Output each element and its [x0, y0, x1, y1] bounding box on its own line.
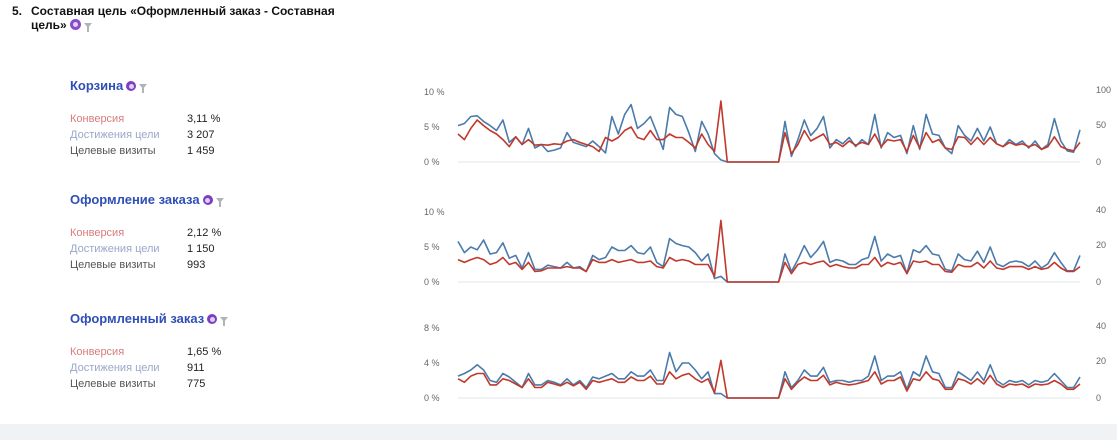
heading-title: Составная цель «Оформленный заказ - Сост…: [31, 4, 335, 32]
metric-value: 1 459: [187, 145, 215, 157]
metric-achievements: Достижения цели 911: [70, 360, 370, 376]
left-axis-tick-label: 10 %: [424, 87, 445, 97]
conversion-series-line[interactable]: [457, 359, 1081, 399]
metric-visits: Целевые визиты 993: [70, 257, 370, 273]
goal-title[interactable]: Оформление заказа: [70, 192, 200, 207]
right-axis-tick-label: 40: [1096, 205, 1106, 215]
goal-title-wrap: Оформление заказа: [70, 191, 370, 209]
metric-label: Достижения цели: [70, 129, 160, 141]
heading-title-wrap: Составная цель «Оформленный заказ - Сост…: [31, 4, 361, 32]
goal-title-wrap: Корзина: [70, 77, 370, 95]
goal-chart-checkout[interactable]: 10 % 5 % 0 % 40 20 0: [420, 205, 1110, 288]
goal-metrics: Конверсия 2,12 % Достижения цели 1 150 Цел…: [70, 225, 370, 273]
metric-value: 775: [187, 378, 206, 390]
metric-label: Целевые визиты: [70, 145, 156, 157]
metric-label: Целевые визиты: [70, 259, 156, 271]
left-axis-tick-label: 8 %: [424, 323, 440, 333]
left-axis-tick-label: 0 %: [424, 277, 440, 287]
metric-value: 993: [187, 259, 206, 271]
metric-visits: Целевые визиты 775: [70, 376, 370, 392]
report-heading: 5. Составная цель «Оформленный заказ - С…: [12, 4, 361, 32]
left-axis-tick-label: 10 %: [424, 207, 445, 217]
metric-value: 3 207: [187, 129, 215, 141]
metric-value: 1 150: [187, 243, 215, 255]
page-footer-band: [0, 424, 1117, 440]
metric-label: Конверсия: [70, 227, 125, 239]
left-axis-tick-label: 5 %: [424, 242, 440, 252]
metric-value: 911: [187, 362, 205, 374]
metric-value: 3,11 %: [187, 113, 221, 125]
left-axis-tick-label: 4 %: [424, 358, 440, 368]
metric-conversion: Конверсия 3,11 %: [70, 111, 370, 127]
right-axis-tick-label: 0: [1096, 277, 1101, 287]
right-axis-tick-label: 40: [1096, 321, 1106, 331]
metric-value: 2,12 %: [187, 227, 222, 239]
metric-label: Конверсия: [70, 113, 125, 125]
metric-conversion: Конверсия 1,65 %: [70, 344, 370, 360]
achievements-series-line[interactable]: [457, 351, 1081, 399]
goal-chart-order-placed[interactable]: 8 % 4 % 0 % 40 20 0: [420, 321, 1110, 404]
metric-label: Целевые визиты: [70, 378, 156, 390]
filter-icon[interactable]: [139, 84, 148, 93]
right-axis-tick-label: 100: [1096, 85, 1111, 95]
metric-achievements: Достижения цели 3 207: [70, 127, 370, 143]
goal-title-wrap: Оформленный заказ: [70, 310, 370, 328]
right-axis-tick-label: 20: [1096, 240, 1106, 250]
conversion-series-line[interactable]: [457, 100, 1081, 163]
metric-achievements: Достижения цели 1 150: [70, 241, 370, 257]
goal-block-checkout: Оформление заказа Конверсия 2,12 % Достиж…: [70, 191, 370, 273]
left-axis-tick-label: 0 %: [424, 157, 440, 167]
goal-report-panel: 5. Составная цель «Оформленный заказ - С…: [0, 0, 1117, 424]
metric-label: Достижения цели: [70, 243, 160, 255]
filter-icon[interactable]: [220, 317, 229, 326]
conversion-series-line[interactable]: [457, 219, 1081, 283]
right-axis-tick-label: 0: [1096, 393, 1101, 403]
filter-icon[interactable]: [83, 23, 92, 32]
achievements-series-line[interactable]: [457, 235, 1081, 283]
composite-goal-icon[interactable]: [69, 19, 81, 30]
goal-type-icon[interactable]: [202, 195, 213, 205]
goal-type-icon[interactable]: [207, 314, 218, 324]
left-axis-tick-label: 5 %: [424, 122, 440, 132]
goal-title[interactable]: Корзина: [70, 78, 124, 93]
goal-chart-cart[interactable]: 10 % 5 % 0 % 100 50 0: [420, 85, 1111, 168]
left-axis-tick-label: 0 %: [424, 393, 440, 403]
metric-label: Конверсия: [70, 346, 125, 358]
filter-icon[interactable]: [215, 198, 224, 207]
goal-title[interactable]: Оформленный заказ: [70, 311, 205, 326]
goal-block-cart: Корзина Конверсия 3,11 % Достижения цели 3…: [70, 77, 370, 159]
goal-block-order-placed: Оформленный заказ Конверсия 1,65 % Достиж…: [70, 310, 370, 392]
heading-number: 5.: [12, 4, 23, 18]
goal-type-icon[interactable]: [126, 81, 137, 91]
achievements-series-line[interactable]: [457, 103, 1081, 163]
right-axis-tick-label: 50: [1096, 120, 1106, 130]
goal-metrics: Конверсия 3,11 % Достижения цели 3 207 Цел…: [70, 111, 370, 159]
metric-visits: Целевые визиты 1 459: [70, 143, 370, 159]
right-axis-tick-label: 0: [1096, 157, 1101, 167]
goal-metrics: Конверсия 1,65 % Достижения цели 911 Целев…: [70, 344, 370, 392]
right-axis-tick-label: 20: [1096, 356, 1106, 366]
metric-value: 1,65 %: [187, 346, 222, 358]
metric-conversion: Конверсия 2,12 %: [70, 225, 370, 241]
metric-label: Достижения цели: [70, 362, 160, 374]
